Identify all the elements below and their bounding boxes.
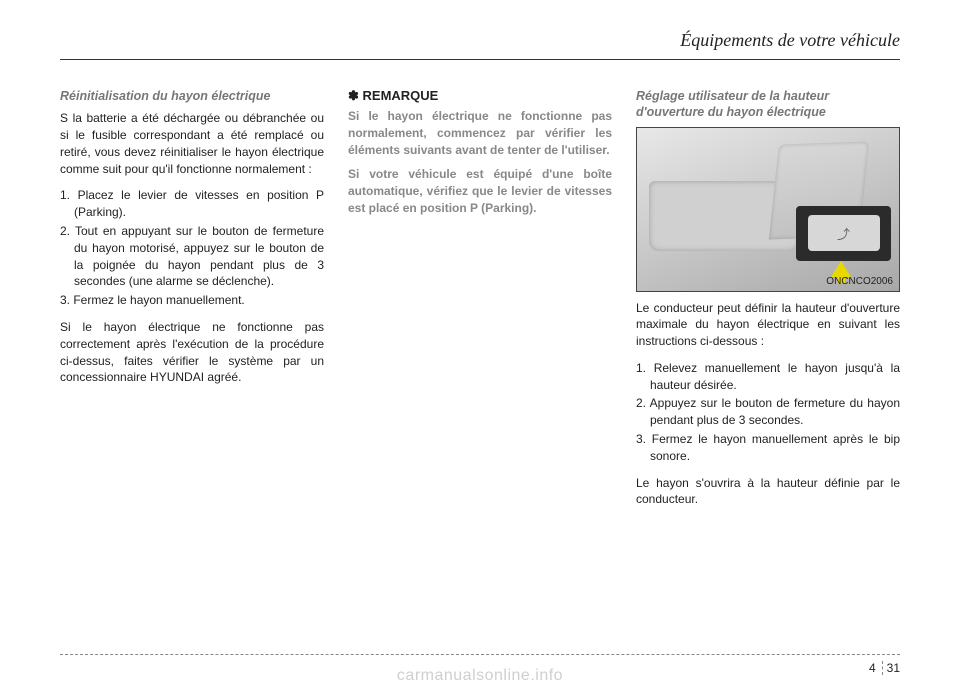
list-item: 1. Placez le levier de vitesses en posit… — [60, 187, 324, 221]
column-2: ✽ REMARQUE Si le hayon électrique ne fon… — [348, 88, 612, 518]
content-columns: Réinitialisation du hayon électrique S l… — [60, 88, 900, 518]
col3-outro: Le hayon s'ouvrira à la hauteur définie … — [636, 475, 900, 509]
tailgate-figure: ⤴ ONCNCO2006 — [636, 127, 900, 292]
col3-intro: Le conducteur peut définir la hauteur d'… — [636, 300, 900, 350]
remark-p2: Si votre véhicule est équipé d'une boîte… — [348, 166, 612, 216]
page-header: Équipements de votre véhicule — [60, 30, 900, 60]
page-num: 31 — [887, 661, 900, 675]
col3-list: 1. Relevez manuellement le hayon jusqu'à… — [636, 360, 900, 465]
page-number: 4 31 — [869, 661, 900, 675]
list-item: 1. Relevez manuellement le hayon jusqu'à… — [636, 360, 900, 394]
col1-list: 1. Placez le levier de vitesses en posit… — [60, 187, 324, 309]
list-item: 2. Appuyez sur le bouton de fermeture du… — [636, 395, 900, 429]
col3-subtitle: Réglage utilisateur de la hauteur d'ouve… — [636, 88, 900, 121]
list-item: 2. Tout en appuyant sur le bouton de fer… — [60, 223, 324, 290]
manual-page: Équipements de votre véhicule Réinitiali… — [0, 0, 960, 689]
up-arrow-icon — [831, 261, 851, 277]
list-item: 3. Fermez le hayon manuellement après le… — [636, 431, 900, 465]
col1-outro: Si le hayon électrique ne fonctionne pas… — [60, 319, 324, 386]
footer-divider — [60, 654, 900, 655]
remark-title: ✽ REMARQUE — [348, 88, 612, 104]
list-item: 3. Fermez le hayon manuellement. — [60, 292, 324, 309]
col1-intro: S la batterie a été déchargée ou débranc… — [60, 110, 324, 177]
tailgate-button-icon: ⤴ — [808, 215, 880, 251]
chapter-number: 4 — [869, 661, 883, 675]
remark-p1: Si le hayon électrique ne fonctionne pas… — [348, 108, 612, 158]
figure-label: ONCNCO2006 — [826, 276, 893, 287]
column-3: Réglage utilisateur de la hauteur d'ouve… — [636, 88, 900, 518]
col1-subtitle: Réinitialisation du hayon électrique — [60, 88, 324, 104]
button-inset: ⤴ — [796, 206, 891, 261]
column-1: Réinitialisation du hayon électrique S l… — [60, 88, 324, 518]
watermark: carmanualsonline.info — [0, 667, 960, 685]
